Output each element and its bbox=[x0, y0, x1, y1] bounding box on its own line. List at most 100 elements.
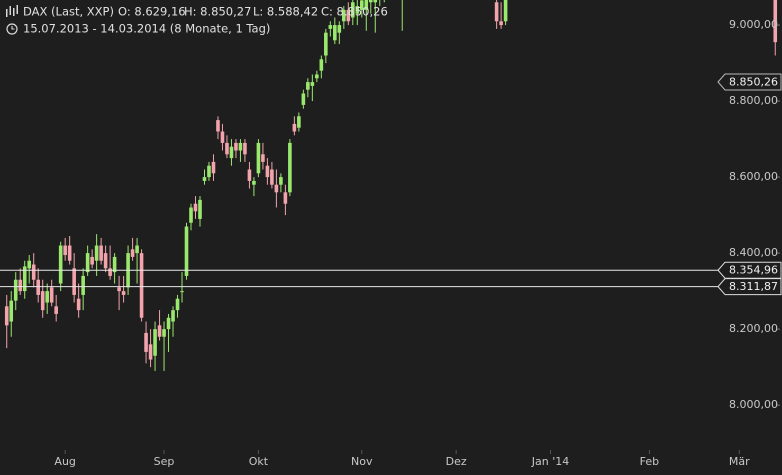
candle-body bbox=[499, 21, 503, 26]
candle-body bbox=[49, 287, 54, 303]
price-tag-label: 8.850,26 bbox=[729, 75, 778, 88]
candle-body bbox=[216, 120, 220, 132]
y-tick-label: 8.200,00 bbox=[729, 322, 778, 335]
price-tag-label: 8.311,87 bbox=[729, 280, 778, 293]
candle-body bbox=[27, 260, 32, 269]
ohlc-label: L: 8.588,42 bbox=[253, 5, 318, 19]
candle-body bbox=[36, 279, 41, 295]
y-tick-label: 8.400,00 bbox=[729, 246, 778, 259]
candle-body bbox=[117, 287, 121, 292]
icon bbox=[13, 8, 15, 16]
price-tag-label: 8.354,96 bbox=[729, 264, 778, 277]
candle-body bbox=[337, 25, 342, 33]
plot-area bbox=[4, 0, 778, 371]
candle-body bbox=[22, 266, 27, 292]
candle-body bbox=[342, 9, 346, 22]
candle-body bbox=[45, 291, 49, 303]
candle-body bbox=[166, 317, 171, 330]
candle-body bbox=[90, 256, 94, 265]
candle-body bbox=[315, 74, 319, 79]
y-tick-label: 9.000,00 bbox=[729, 18, 778, 31]
candle-body bbox=[503, 0, 508, 22]
candle-body bbox=[76, 298, 81, 311]
x-tick-label: Dez bbox=[446, 455, 467, 468]
candle-body bbox=[72, 268, 76, 295]
x-tick-label: Feb bbox=[640, 455, 659, 468]
candle-body bbox=[234, 142, 238, 151]
candle-body bbox=[9, 300, 14, 322]
candle-body bbox=[99, 245, 103, 261]
candle-body bbox=[67, 245, 72, 261]
candle-body bbox=[4, 306, 9, 326]
x-tick-label: Jan '14 bbox=[531, 455, 569, 468]
candle-body bbox=[773, 0, 778, 43]
subtitle: 15.07.2013 - 14.03.2014 (8 Monate, 1 Tag… bbox=[23, 22, 270, 36]
candle-body bbox=[256, 142, 261, 174]
candle-body bbox=[207, 165, 211, 178]
y-tick-label: 8.000,00 bbox=[729, 398, 778, 411]
candle-body bbox=[193, 203, 198, 212]
candle-body bbox=[112, 256, 117, 273]
candle-body bbox=[306, 82, 310, 90]
x-tick-label: Nov bbox=[351, 455, 373, 468]
candle-body bbox=[229, 146, 234, 159]
candle-body bbox=[81, 275, 85, 295]
candle-body bbox=[162, 329, 166, 337]
clock-icon bbox=[11, 26, 15, 30]
ohlc-label: O: 8.629,16 bbox=[118, 5, 186, 19]
candle-body bbox=[319, 59, 324, 71]
candle-body bbox=[18, 279, 23, 292]
candle-body bbox=[171, 310, 175, 322]
candle-body bbox=[247, 169, 252, 181]
candle-body bbox=[180, 291, 184, 293]
candle-body bbox=[279, 177, 283, 185]
candle-body bbox=[265, 165, 270, 178]
candle-body bbox=[301, 93, 306, 105]
price-tag bbox=[717, 73, 782, 91]
candle-body bbox=[31, 264, 36, 280]
candle-body bbox=[288, 142, 292, 193]
header: DAX (Last, XXP) O: 8.629,16 H: 8.850,27 … bbox=[6, 5, 388, 36]
candle-body bbox=[202, 177, 207, 181]
candle-body bbox=[283, 192, 288, 204]
x-tick-label: Aug bbox=[54, 455, 75, 468]
candle-body bbox=[94, 245, 99, 261]
candle-body bbox=[108, 268, 112, 276]
candle-body bbox=[225, 142, 229, 155]
candle-body bbox=[243, 142, 247, 155]
candle-body bbox=[297, 116, 301, 128]
candle-body bbox=[40, 291, 45, 311]
icon bbox=[16, 5, 18, 14]
candle-body bbox=[157, 325, 162, 337]
candle-body bbox=[494, 2, 499, 22]
title: DAX (Last, XXP) bbox=[23, 5, 114, 19]
candle-body bbox=[355, 6, 360, 14]
candle-body bbox=[373, 0, 378, 3]
x-tick-label: Okt bbox=[249, 455, 269, 468]
candle-body bbox=[350, 2, 355, 18]
x-tick-label: Sep bbox=[154, 455, 175, 468]
candle-body bbox=[58, 245, 63, 284]
x-tick-label: Mär bbox=[729, 455, 750, 468]
candle-body bbox=[324, 32, 328, 56]
candle-body bbox=[175, 298, 180, 311]
candle-body bbox=[130, 249, 135, 257]
candle-body bbox=[211, 161, 216, 174]
price-tag bbox=[717, 261, 782, 279]
candle-body bbox=[121, 291, 126, 295]
candle-body bbox=[364, 0, 369, 10]
candle-body bbox=[220, 131, 225, 143]
candle-body bbox=[333, 25, 337, 41]
icon bbox=[6, 9, 8, 17]
candle-body bbox=[359, 0, 364, 10]
candle-body bbox=[13, 279, 18, 301]
candle-body bbox=[292, 123, 297, 132]
candle-body bbox=[368, 0, 373, 3]
candle-body bbox=[63, 245, 67, 256]
icon bbox=[9, 6, 11, 15]
candle-body bbox=[270, 169, 274, 185]
candle-body bbox=[85, 253, 90, 273]
